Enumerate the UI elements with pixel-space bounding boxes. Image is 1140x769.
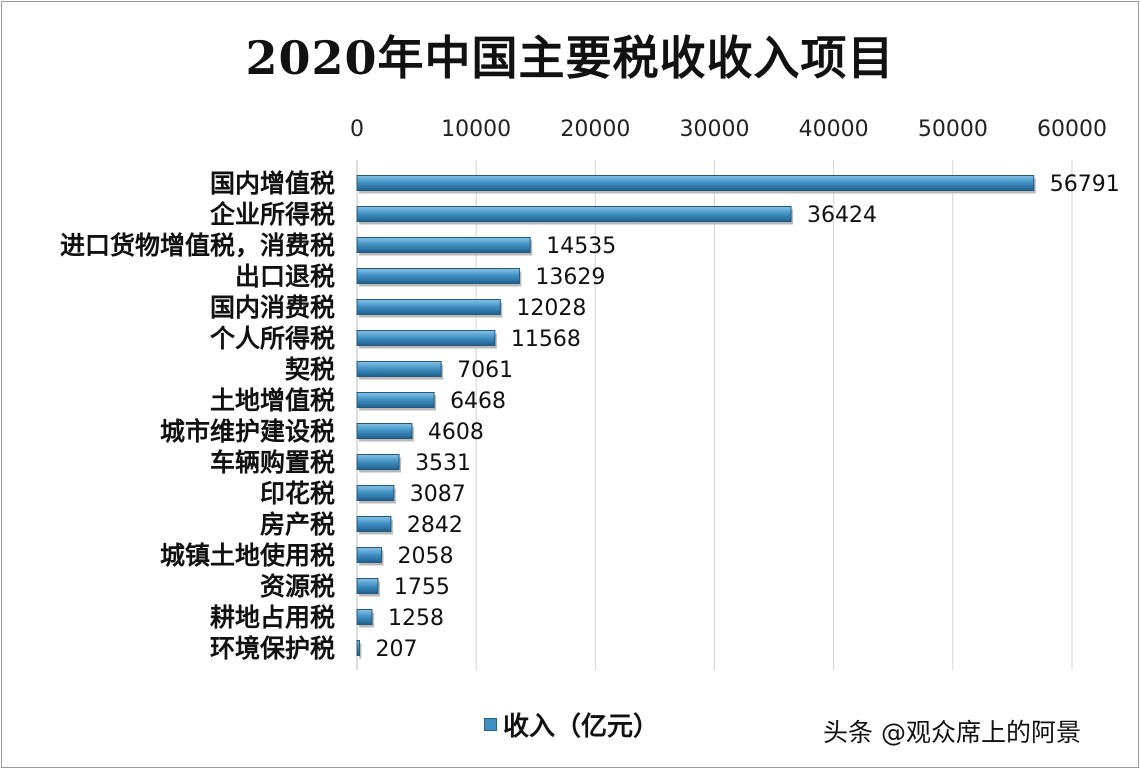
bar [356, 299, 501, 315]
value-label: 11568 [511, 327, 581, 352]
value-label: 6468 [450, 389, 506, 414]
category-label: 环境保护税 [210, 634, 335, 663]
value-label: 2842 [407, 513, 463, 538]
category-label: 企业所得税 [210, 200, 335, 229]
category-label: 车辆购置税 [210, 448, 335, 477]
category-label: 城镇土地使用税 [160, 541, 335, 570]
bar [356, 516, 392, 532]
bar [356, 268, 520, 284]
value-label: 207 [375, 637, 417, 662]
bar [356, 392, 435, 408]
x-tick-label: 30000 [680, 117, 750, 142]
value-label: 7061 [457, 358, 513, 383]
category-label: 国内消费税 [210, 293, 335, 322]
x-tick-label: 0 [350, 117, 364, 142]
x-tick-label: 40000 [799, 117, 869, 142]
bars: 国内增值税 56791 企业所得税 36424 进口货物增值税，消费税 14535 出口退税… [60, 169, 1120, 663]
grid-lines [356, 160, 1073, 670]
bar [356, 547, 383, 563]
category-label: 出口退税 [235, 262, 335, 291]
chart-title: 2020年中国主要税收收入项目 [245, 31, 895, 85]
x-tick-label: 60000 [1037, 117, 1107, 142]
legend-label: 收入（亿元） [503, 712, 660, 742]
category-label: 个人所得税 [210, 324, 335, 353]
category-label: 土地增值税 [210, 386, 335, 415]
category-label: 进口货物增值税，消费税 [60, 231, 335, 260]
bar [356, 578, 379, 594]
legend-swatch [484, 718, 497, 731]
bar [356, 454, 400, 470]
value-label: 14535 [546, 234, 616, 259]
bar [356, 237, 531, 253]
bar [356, 206, 792, 222]
value-label: 4608 [428, 420, 484, 445]
category-label: 耕地占用税 [210, 603, 335, 632]
value-label: 13629 [535, 265, 605, 290]
x-tick-label: 50000 [918, 117, 988, 142]
bar [356, 330, 496, 346]
category-label: 资源税 [260, 572, 335, 601]
category-label: 国内增值税 [210, 169, 335, 198]
value-label: 1755 [394, 575, 450, 600]
value-label: 2058 [398, 544, 454, 569]
legend: 收入（亿元） [484, 706, 659, 743]
value-label: 3531 [415, 451, 471, 476]
value-label: 56791 [1050, 172, 1120, 197]
value-label: 3087 [410, 482, 466, 507]
value-label: 36424 [807, 203, 877, 228]
category-label: 印花税 [260, 479, 335, 508]
category-label: 城市维护建设税 [160, 417, 335, 446]
bar [356, 485, 395, 501]
bar [356, 423, 413, 439]
value-label: 12028 [516, 296, 586, 321]
x-tick-label: 20000 [560, 117, 630, 142]
x-tick-label: 10000 [441, 117, 511, 142]
bar [356, 361, 442, 377]
category-label: 房产税 [260, 510, 335, 539]
category-label: 契税 [285, 355, 335, 384]
x-axis-ticks: 0 10000 20000 30000 40000 50000 60000 [350, 117, 1107, 142]
bar [356, 175, 1035, 191]
bar-shadow [359, 643, 362, 659]
value-label: 1258 [388, 606, 444, 631]
bar [356, 640, 360, 656]
bar [356, 609, 373, 625]
watermark: 头条 @观众席上的阿景 [823, 718, 1081, 747]
